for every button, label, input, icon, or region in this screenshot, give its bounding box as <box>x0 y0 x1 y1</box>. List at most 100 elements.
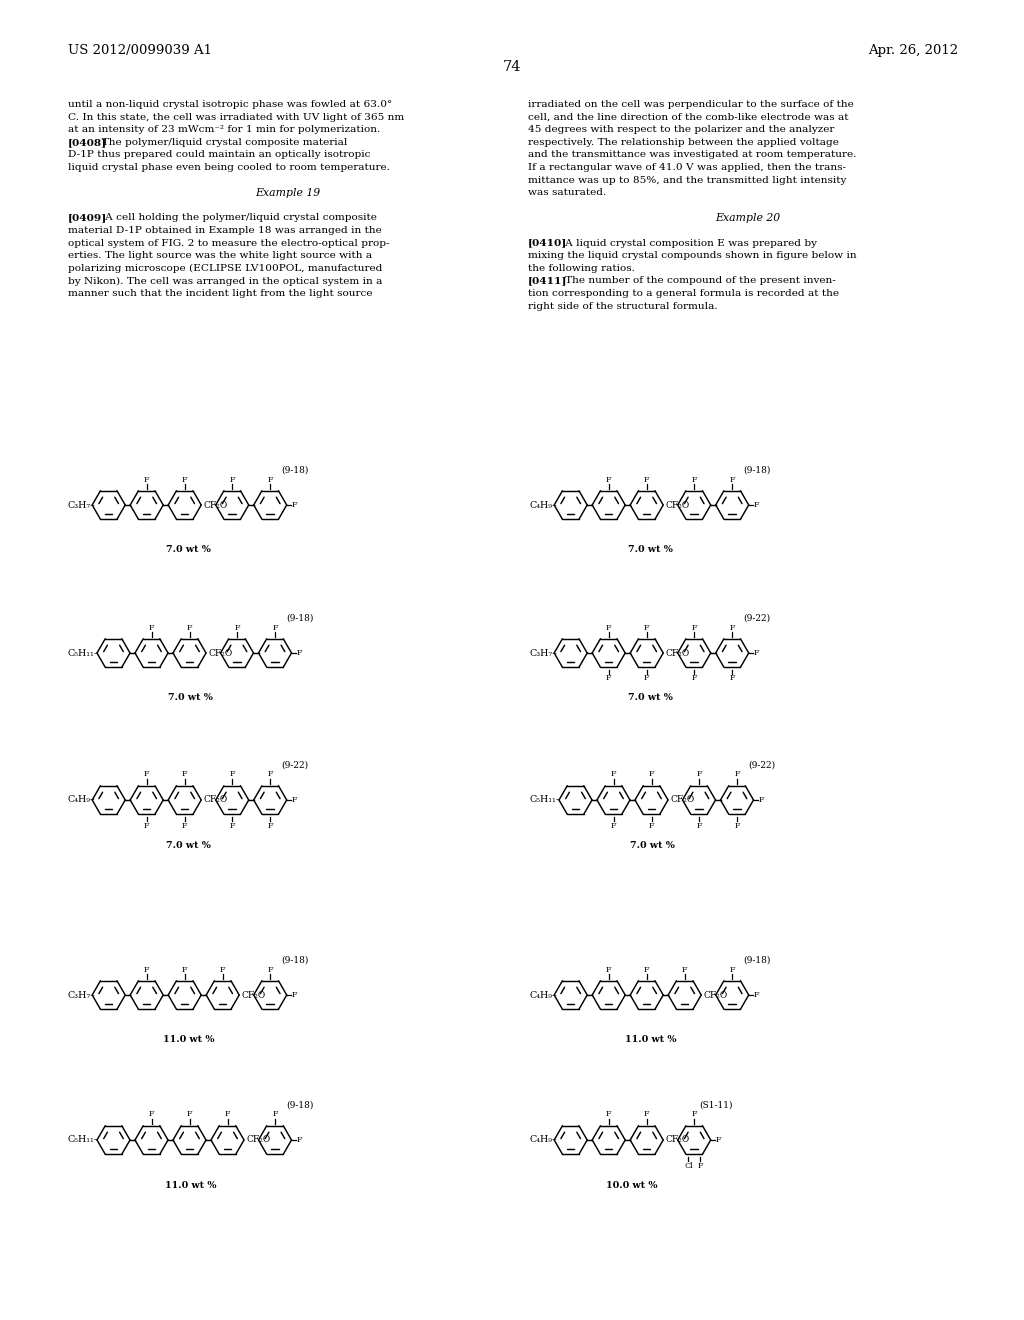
Text: at an intensity of 23 mWcm⁻² for 1 min for polymerization.: at an intensity of 23 mWcm⁻² for 1 min f… <box>68 125 380 135</box>
Text: CF₂O: CF₂O <box>204 796 228 804</box>
Text: Example 19: Example 19 <box>255 189 321 198</box>
Text: 7.0 wt %: 7.0 wt % <box>168 693 213 702</box>
Text: F: F <box>729 675 735 682</box>
Text: F: F <box>272 1110 278 1118</box>
Text: Apr. 26, 2012: Apr. 26, 2012 <box>868 44 958 57</box>
Text: F: F <box>716 1137 721 1144</box>
Text: was saturated.: was saturated. <box>528 189 606 197</box>
Text: F: F <box>606 1110 611 1118</box>
Text: C₄H₉–: C₄H₉– <box>530 1135 558 1144</box>
Text: 10.0 wt %: 10.0 wt % <box>605 1180 657 1189</box>
Text: CF₂O: CF₂O <box>242 990 266 999</box>
Text: F: F <box>697 1162 702 1170</box>
Text: A cell holding the polymer/liquid crystal composite: A cell holding the polymer/liquid crysta… <box>95 214 377 222</box>
Text: F: F <box>234 623 240 631</box>
Text: F: F <box>224 1110 230 1118</box>
Text: F: F <box>610 821 616 829</box>
Text: F: F <box>696 771 701 779</box>
Text: F: F <box>754 502 759 510</box>
Text: 7.0 wt %: 7.0 wt % <box>628 545 673 554</box>
Text: F: F <box>644 965 649 974</box>
Text: CF₂O: CF₂O <box>209 648 232 657</box>
Text: CF₂O: CF₂O <box>204 500 228 510</box>
Text: D-1P thus prepared could maintain an optically isotropic: D-1P thus prepared could maintain an opt… <box>68 150 371 160</box>
Text: F: F <box>186 623 193 631</box>
Text: (9-18): (9-18) <box>282 466 308 474</box>
Text: erties. The light source was the white light source with a: erties. The light source was the white l… <box>68 251 372 260</box>
Text: 74: 74 <box>503 59 521 74</box>
Text: optical system of FIG. 2 to measure the electro-optical prop-: optical system of FIG. 2 to measure the … <box>68 239 389 248</box>
Text: F: F <box>729 475 735 483</box>
Text: F: F <box>148 623 155 631</box>
Text: C₅H₁₁–: C₅H₁₁– <box>68 648 99 657</box>
Text: CF₂O: CF₂O <box>703 990 728 999</box>
Text: material D-1P obtained in Example 18 was arranged in the: material D-1P obtained in Example 18 was… <box>68 226 382 235</box>
Text: F: F <box>148 1110 155 1118</box>
Text: liquid crystal phase even being cooled to room temperature.: liquid crystal phase even being cooled t… <box>68 162 390 172</box>
Text: F: F <box>606 623 611 631</box>
Text: mixing the liquid crystal compounds shown in figure below in: mixing the liquid crystal compounds show… <box>528 251 857 260</box>
Text: F: F <box>292 502 297 510</box>
Text: F: F <box>297 1137 302 1144</box>
Text: F: F <box>267 771 273 779</box>
Text: [0410]: [0410] <box>528 239 567 248</box>
Text: C. In this state, the cell was irradiated with UV light of 365 nm: C. In this state, the cell was irradiate… <box>68 112 404 121</box>
Text: F: F <box>182 475 187 483</box>
Text: [0408]: [0408] <box>68 137 108 147</box>
Text: C₃H₇–: C₃H₇– <box>530 648 558 657</box>
Text: F: F <box>759 796 764 804</box>
Text: right side of the structural formula.: right side of the structural formula. <box>528 301 718 310</box>
Text: (9-18): (9-18) <box>286 614 313 623</box>
Text: tion corresponding to a general formula is recorded at the: tion corresponding to a general formula … <box>528 289 839 298</box>
Text: F: F <box>644 475 649 483</box>
Text: F: F <box>229 821 234 829</box>
Text: irradiated on the cell was perpendicular to the surface of the: irradiated on the cell was perpendicular… <box>528 100 854 110</box>
Text: F: F <box>610 771 616 779</box>
Text: C₅H₁₁–: C₅H₁₁– <box>68 1135 99 1144</box>
Text: F: F <box>754 649 759 657</box>
Text: F: F <box>649 771 654 779</box>
Text: F: F <box>649 821 654 829</box>
Text: 7.0 wt %: 7.0 wt % <box>628 693 673 702</box>
Text: F: F <box>272 623 278 631</box>
Text: CF₂O: CF₂O <box>666 1135 690 1144</box>
Text: 7.0 wt %: 7.0 wt % <box>166 545 211 554</box>
Text: CF₂O: CF₂O <box>671 796 694 804</box>
Text: If a rectangular wave of 41.0 V was applied, then the trans-: If a rectangular wave of 41.0 V was appl… <box>528 162 846 172</box>
Text: F: F <box>734 771 739 779</box>
Text: F: F <box>144 475 150 483</box>
Text: (9-22): (9-22) <box>282 760 308 770</box>
Text: polarizing microscope (ECLIPSE LV100POL, manufactured: polarizing microscope (ECLIPSE LV100POL,… <box>68 264 382 273</box>
Text: 11.0 wt %: 11.0 wt % <box>165 1180 216 1189</box>
Text: F: F <box>691 475 697 483</box>
Text: Cl: Cl <box>684 1162 693 1170</box>
Text: A liquid crystal composition E was prepared by: A liquid crystal composition E was prepa… <box>555 239 817 248</box>
Text: mittance was up to 85%, and the transmitted light intensity: mittance was up to 85%, and the transmit… <box>528 176 847 185</box>
Text: F: F <box>229 475 234 483</box>
Text: (S1-11): (S1-11) <box>699 1101 733 1110</box>
Text: F: F <box>182 821 187 829</box>
Text: C₃H₇–: C₃H₇– <box>68 500 96 510</box>
Text: (9-22): (9-22) <box>743 614 771 623</box>
Text: The polymer/liquid crystal composite material: The polymer/liquid crystal composite mat… <box>95 137 348 147</box>
Text: F: F <box>292 991 297 999</box>
Text: CF₂O: CF₂O <box>247 1135 270 1144</box>
Text: F: F <box>691 623 697 631</box>
Text: F: F <box>182 771 187 779</box>
Text: C₄H₉–: C₄H₉– <box>530 500 558 510</box>
Text: C₄H₉–: C₄H₉– <box>530 990 558 999</box>
Text: F: F <box>682 965 687 974</box>
Text: F: F <box>606 475 611 483</box>
Text: F: F <box>696 821 701 829</box>
Text: F: F <box>297 649 302 657</box>
Text: F: F <box>606 965 611 974</box>
Text: F: F <box>734 821 739 829</box>
Text: C₃H₇–: C₃H₇– <box>68 990 96 999</box>
Text: F: F <box>644 675 649 682</box>
Text: F: F <box>691 675 697 682</box>
Text: and the transmittance was investigated at room temperature.: and the transmittance was investigated a… <box>528 150 856 160</box>
Text: F: F <box>144 821 150 829</box>
Text: [0409]: [0409] <box>68 214 108 222</box>
Text: F: F <box>754 991 759 999</box>
Text: F: F <box>144 965 150 974</box>
